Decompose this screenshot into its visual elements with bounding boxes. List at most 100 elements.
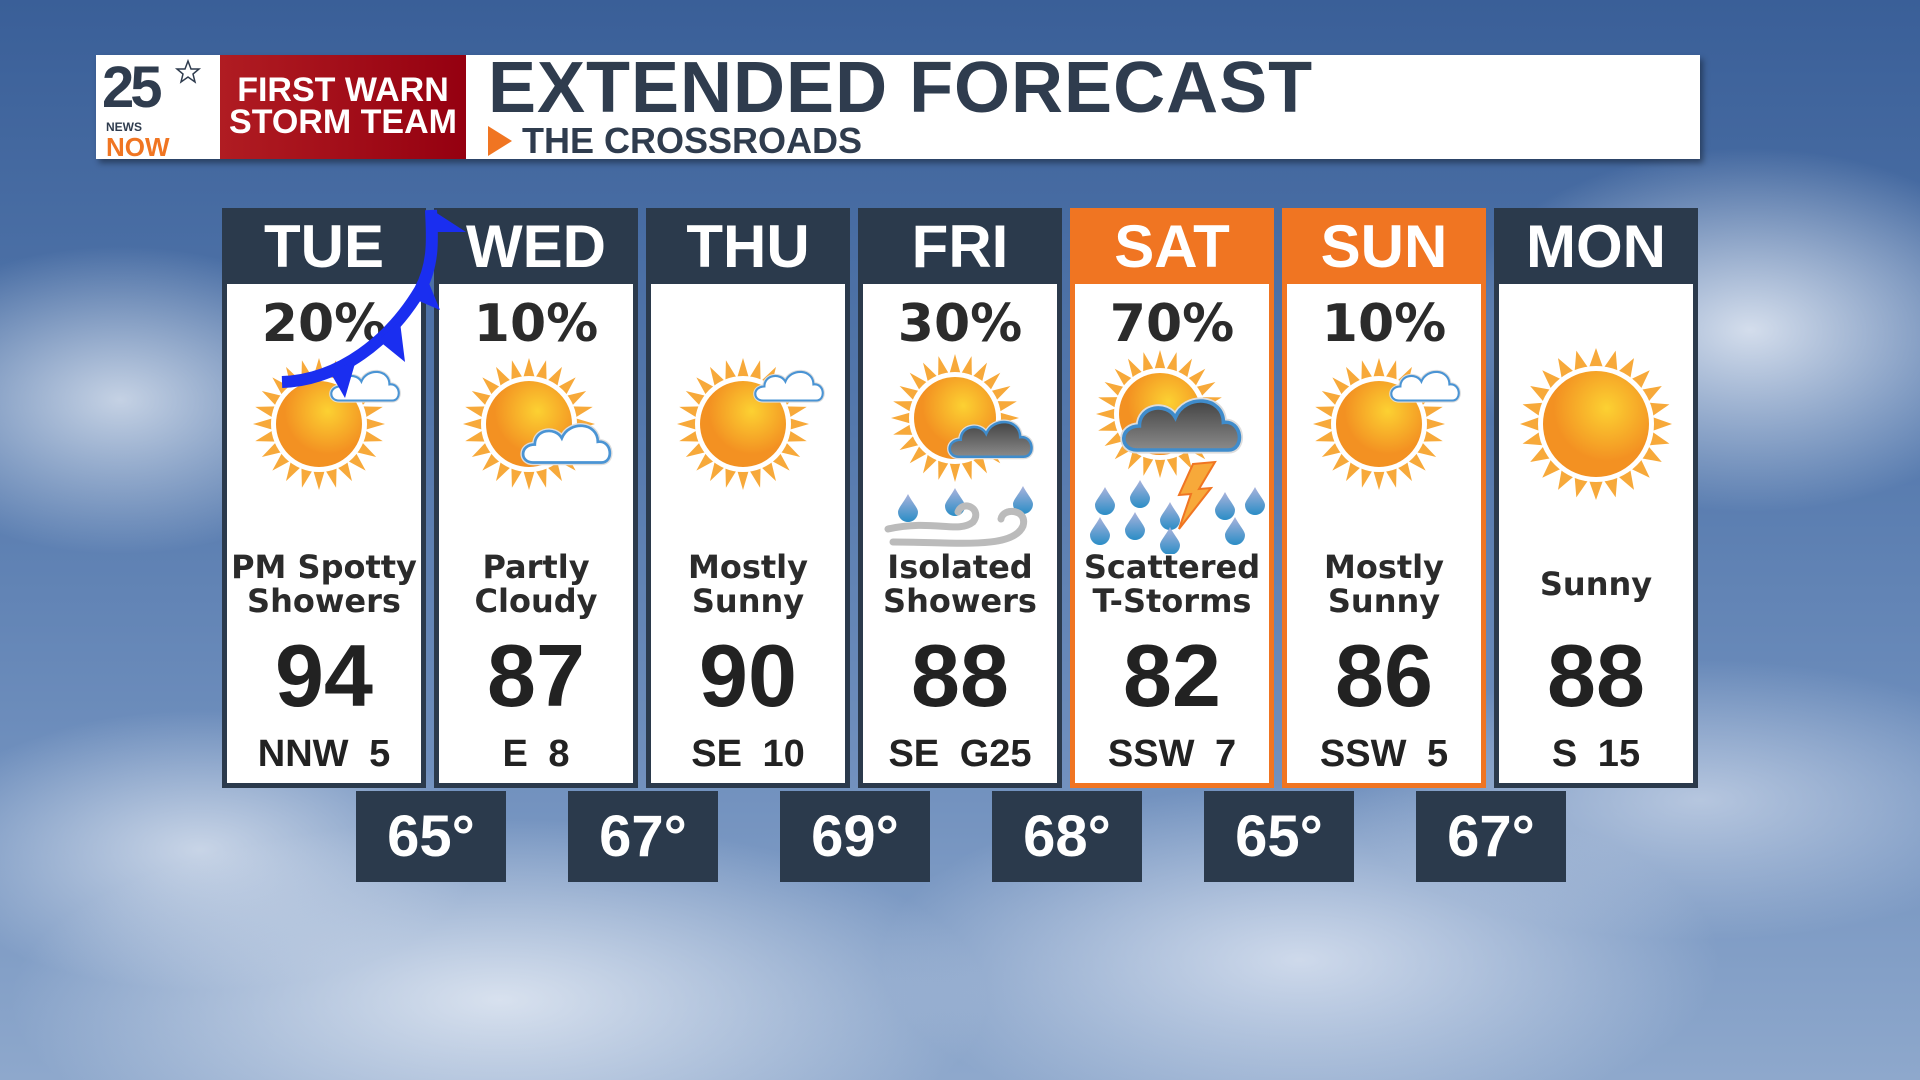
low-temp: 68° xyxy=(992,791,1142,882)
forecast-day-mon: MON Sunny 88 S 15 xyxy=(1494,208,1698,788)
condition-line-1: Mostly xyxy=(688,548,808,586)
raindrop-icon xyxy=(1130,480,1150,508)
condition-line-1: Isolated xyxy=(887,548,1033,586)
wind: S 15 xyxy=(1551,733,1641,775)
weather-icon-sun-cloud-small xyxy=(1313,358,1461,490)
day-label: FRI xyxy=(911,213,1009,280)
raindrop-icon xyxy=(1160,527,1180,554)
forecast-day-thu: THU Mostly Sunny 90 SE 10 xyxy=(646,208,850,788)
condition-line-2: Sunny xyxy=(691,582,805,620)
low-temp: 67° xyxy=(568,791,718,882)
day-label: WED xyxy=(466,213,606,280)
weather-icon-sun-cloud-small xyxy=(677,358,825,490)
raindrop-icon xyxy=(1225,517,1245,545)
raindrop-icon xyxy=(1013,486,1033,514)
condition-line-2: Cloudy xyxy=(474,582,598,620)
wind: SE 10 xyxy=(691,733,805,775)
high-temp: 90 xyxy=(699,626,797,725)
raindrop-icon xyxy=(1160,502,1180,530)
day-label: MON xyxy=(1526,213,1666,280)
high-temp: 86 xyxy=(1335,626,1433,725)
condition-line-1: PM Spotty xyxy=(231,548,417,586)
wind: SSW 5 xyxy=(1319,733,1449,775)
raindrop-icon xyxy=(1095,487,1115,515)
precip-chance: 10% xyxy=(473,294,599,354)
brand-line-1: FIRST WARN xyxy=(237,71,449,109)
condition-line-1: Sunny xyxy=(1539,565,1653,603)
cloud-icon xyxy=(520,423,613,466)
sun-icon xyxy=(891,354,1019,482)
condition: Partly Cloudy xyxy=(439,544,633,624)
forecast-day-fri: FRI 30% Isolated Showers 88 SE G25 xyxy=(858,208,1062,788)
cloud-icon xyxy=(329,369,401,403)
sun-icon xyxy=(1520,348,1672,500)
high-temp: 87 xyxy=(487,626,585,725)
day-card: 20% PM Spotty Showers 94 NNW 5 xyxy=(227,284,421,783)
condition-line-2: T-Storms xyxy=(1092,582,1252,620)
day-card: 30% Isolated Showers 88 SE G25 xyxy=(863,284,1057,783)
low-temp: 65° xyxy=(1204,791,1354,882)
low-temp: 69° xyxy=(780,791,930,882)
day-label: SAT xyxy=(1114,213,1230,280)
star-icon xyxy=(174,58,202,84)
station-logo: 25 NEWS NOW xyxy=(102,55,202,159)
weather-icon-sun-cloud-partly xyxy=(463,358,613,490)
dark-cloud-icon xyxy=(1120,397,1244,454)
condition: Isolated Showers xyxy=(863,544,1057,624)
condition: Sunny xyxy=(1499,544,1693,624)
precip-chance: 10% xyxy=(1321,294,1447,354)
logo-number: 25 xyxy=(102,55,161,120)
logo-now: NOW xyxy=(106,132,170,159)
condition: Mostly Sunny xyxy=(1287,544,1481,624)
precip-chance: 70% xyxy=(1109,294,1235,354)
weather-icon-sun-rain-wind xyxy=(884,354,1035,547)
low-temp: 67° xyxy=(1416,791,1566,882)
condition: Mostly Sunny xyxy=(651,544,845,624)
weather-icon-sun-cloud-small xyxy=(253,358,401,490)
condition-line-1: Mostly xyxy=(1324,548,1444,586)
lightning-icon xyxy=(1177,460,1217,530)
brand-line-2: STORM TEAM xyxy=(229,103,457,141)
high-temp: 82 xyxy=(1123,626,1221,725)
weather-icon-thunderstorm xyxy=(1090,350,1265,554)
condition: PM Spotty Showers xyxy=(227,544,421,624)
raindrop-icon xyxy=(1125,512,1145,540)
high-temp: 94 xyxy=(275,626,373,725)
wind: SSW 7 xyxy=(1107,733,1237,775)
condition-line-1: Partly xyxy=(482,548,590,586)
wind-icon xyxy=(884,502,1028,547)
day-label: SUN xyxy=(1320,213,1448,280)
wind: SE G25 xyxy=(888,733,1032,775)
day-card: 70% Scattered T-Storms 82 SSW 7 xyxy=(1075,284,1269,783)
raindrop-icon xyxy=(1090,517,1110,545)
day-card: Sunny 88 S 15 xyxy=(1499,284,1693,783)
play-triangle-icon xyxy=(488,126,512,156)
wind: NNW 5 xyxy=(257,733,391,775)
high-temp: 88 xyxy=(911,626,1009,725)
day-label: TUE xyxy=(264,213,384,280)
location-label: THE CROSSROADS xyxy=(522,120,863,161)
condition-line-2: Sunny xyxy=(1327,582,1441,620)
logo-news: NEWS xyxy=(106,120,142,134)
weather-icon-sun xyxy=(1520,348,1672,500)
high-temp: 88 xyxy=(1547,626,1645,725)
condition-line-1: Scattered xyxy=(1083,548,1261,586)
day-label: THU xyxy=(686,213,810,280)
forecast-day-tue: TUE 20% PM Spotty Showers 94 NNW 5 xyxy=(222,208,426,788)
dark-cloud-icon xyxy=(947,419,1035,460)
brand-block: FIRST WARN STORM TEAM xyxy=(220,55,466,159)
raindrop-icon xyxy=(898,494,918,522)
low-temp: 65° xyxy=(356,791,506,882)
day-card: Mostly Sunny 90 SE 10 xyxy=(651,284,845,783)
cloud-icon xyxy=(1389,369,1461,403)
condition-line-2: Showers xyxy=(247,582,401,620)
raindrop-icon xyxy=(1245,487,1265,515)
forecast-day-wed: WED 10% Partly Cloudy 87 E 8 xyxy=(434,208,638,788)
raindrop-icon xyxy=(1215,492,1235,520)
wind: E 8 xyxy=(502,733,570,775)
condition-line-2: Showers xyxy=(883,582,1037,620)
forecast-header: 25 NEWS NOW FIRST WARN STORM TEAM EXTEND… xyxy=(96,52,1700,161)
forecast-day-sat: SAT 70% Scattered T-Storms 82 SSW 7 xyxy=(1070,208,1274,788)
day-card: 10% Partly Cloudy 87 E 8 xyxy=(439,284,633,783)
day-card: 10% Mostly Sunny 86 SSW 5 xyxy=(1287,284,1481,783)
